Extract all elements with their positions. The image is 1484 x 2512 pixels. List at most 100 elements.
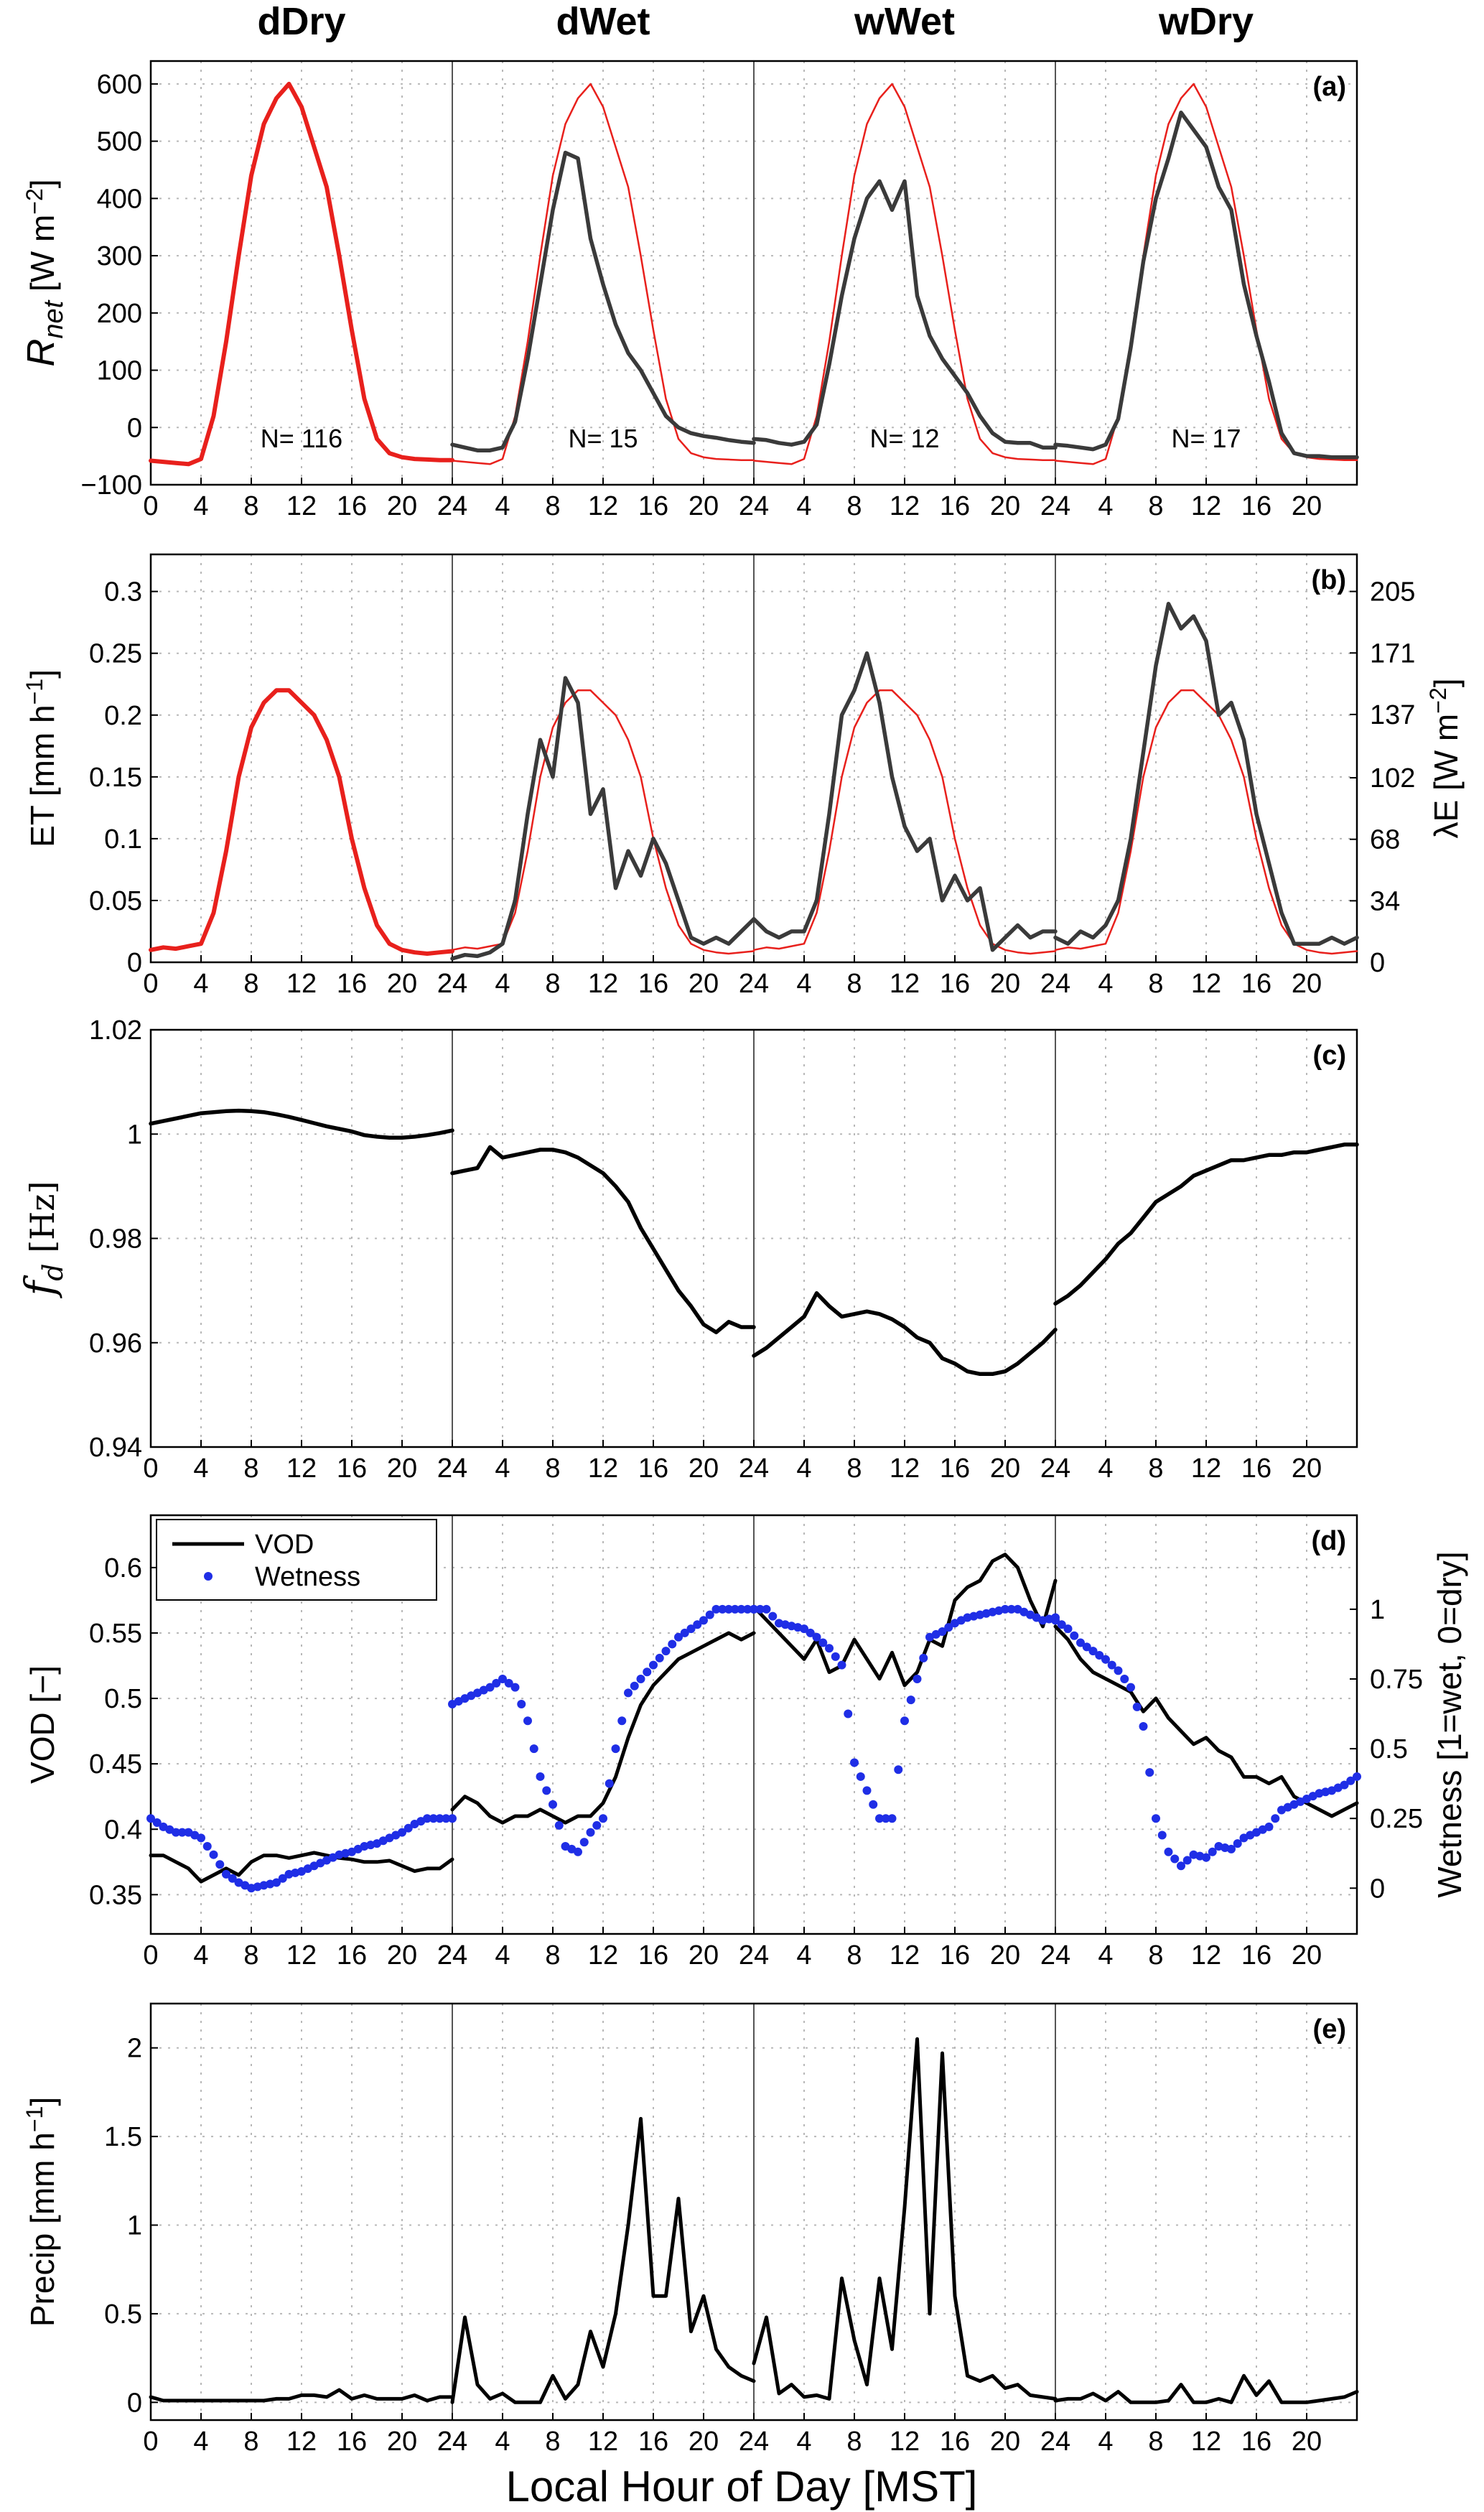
y-tick-label: 0.45 [89,1749,142,1780]
y-tick-label: 300 [97,241,142,271]
wetness-point [485,1683,495,1692]
wetness-point [906,1695,915,1705]
series-Wetness-dDry-points [146,1814,457,1893]
y-axis-title: VOD [−] [24,1665,61,1784]
wetness-point [152,1818,162,1828]
series-wWet-line [752,1291,1058,1377]
wetness-point [737,1604,746,1614]
ylabel-text: VOD [−] [24,1665,61,1784]
wetness-point [1164,1847,1173,1856]
x-tick-label: 4 [495,2427,510,2457]
x-tick-label: 8 [846,2427,862,2457]
x-tick-label: 12 [1191,1453,1221,1484]
x-tick-label: 20 [689,1453,719,1484]
y-ticks: 0.6 0.55 0.5 0.45 0.4 0.35 [89,1553,158,1910]
x-tick-label: 20 [990,1453,1020,1484]
y-tick-label: 0.3 [104,577,142,608]
x-tick-label: 16 [638,491,668,521]
wetness-point [762,1604,771,1614]
x-tick-label: 12 [588,1940,618,1971]
y-axis-title: Wetness [1=wet, 0=dry] [1431,1551,1468,1897]
y-axis-title: fd [Hz] [17,1181,69,1299]
wetness-point [1057,1620,1066,1629]
y-axis-title: Rnet [W m−2] [19,179,69,366]
wetness-point [202,1842,212,1851]
wetness-point [197,1833,205,1843]
x-tick-label: 12 [588,491,618,521]
x-tick-label: 8 [1148,491,1163,521]
series-dWet-line [450,150,756,452]
x-tick-label: 4 [193,491,208,521]
wetness-point [699,1616,708,1625]
ylabel-right-text: λE [W m [1427,714,1465,839]
x-tick-label: 4 [1098,969,1113,999]
x-tick-label: 8 [545,1453,560,1484]
wetness-point [278,1874,287,1883]
x-tick-label: 16 [1241,2427,1271,2457]
wetness-point [630,1681,639,1690]
wetness-point [177,1828,187,1837]
wetness-point [1353,1772,1361,1781]
series-wDry-line [1053,2373,1359,2404]
x-tick-label: 20 [990,2427,1020,2457]
reference-dDry-line [752,689,1057,955]
y-tick-label: 1 [127,2211,142,2241]
wetness-point [755,1604,765,1614]
wetness-point [1340,1780,1349,1790]
series-VOD-dWet-line [450,1631,756,1825]
series-dWet-line [450,1145,756,1334]
wetness-point [900,1716,909,1726]
reference-dDry-line [451,83,755,465]
wetness-point [818,1638,828,1647]
wetness-point [617,1716,627,1726]
wetness-point [579,1838,589,1847]
x-tick-label: 16 [1241,1453,1271,1484]
wetness-point [574,1847,582,1856]
x-tick-label: 16 [940,969,970,999]
ylabel-subscript: d [37,1263,69,1280]
x-tick-label: 20 [990,969,1020,999]
wetness-point [442,1814,451,1823]
wetness-point [1233,1839,1242,1848]
x-tick-label: 20 [1292,969,1322,999]
ylabel-text: Precip [mm h [24,2132,61,2327]
y-ticks: 600 500 400 300 200 100 0 −100 [80,70,158,501]
series-Wetness-wDry-points [1051,1616,1361,1871]
series-dWet-line [450,676,756,961]
x-tick-label: 20 [689,969,719,999]
x-tick-label: 24 [739,2427,769,2457]
wetness-point [423,1814,431,1823]
wetness-point [1202,1853,1210,1862]
x-tick-label: 4 [1098,1453,1113,1484]
sample-count: N= 15 [568,424,638,453]
column-title-ddry: dDry [257,0,345,43]
wetness-point [825,1644,834,1653]
column-title-wdry: wDry [1158,0,1254,43]
y-tick-label: 0 [127,413,142,443]
x-tick-label: 16 [1241,1940,1271,1971]
wetness-point [529,1744,538,1754]
x-tick-label: 24 [437,1453,467,1484]
x-tick-label: 24 [437,969,467,999]
x-tick-label: 24 [739,969,769,999]
wetness-point [850,1758,859,1767]
wetness-point [768,1611,778,1621]
y-ticks: 2 1.5 1 0.5 0 [104,2034,158,2418]
x-tick-label: 20 [1292,1453,1322,1484]
wetness-point [800,1624,808,1634]
wetness-point [686,1624,696,1634]
x-tick-label: 20 [689,2427,719,2457]
wetness-point [724,1604,733,1614]
wetness-point [1007,1604,1016,1614]
wetness-point [1182,1856,1192,1865]
series-dDry-line [149,1108,454,1140]
series-wDry-line [1053,1143,1359,1306]
y-axis-title: ET [mm h−1] [22,669,61,847]
wetness-point [1001,1604,1009,1614]
panel-label-d: (d) [1311,1526,1346,1556]
x-tick-label: 16 [940,491,970,521]
wetness-point [498,1674,507,1683]
